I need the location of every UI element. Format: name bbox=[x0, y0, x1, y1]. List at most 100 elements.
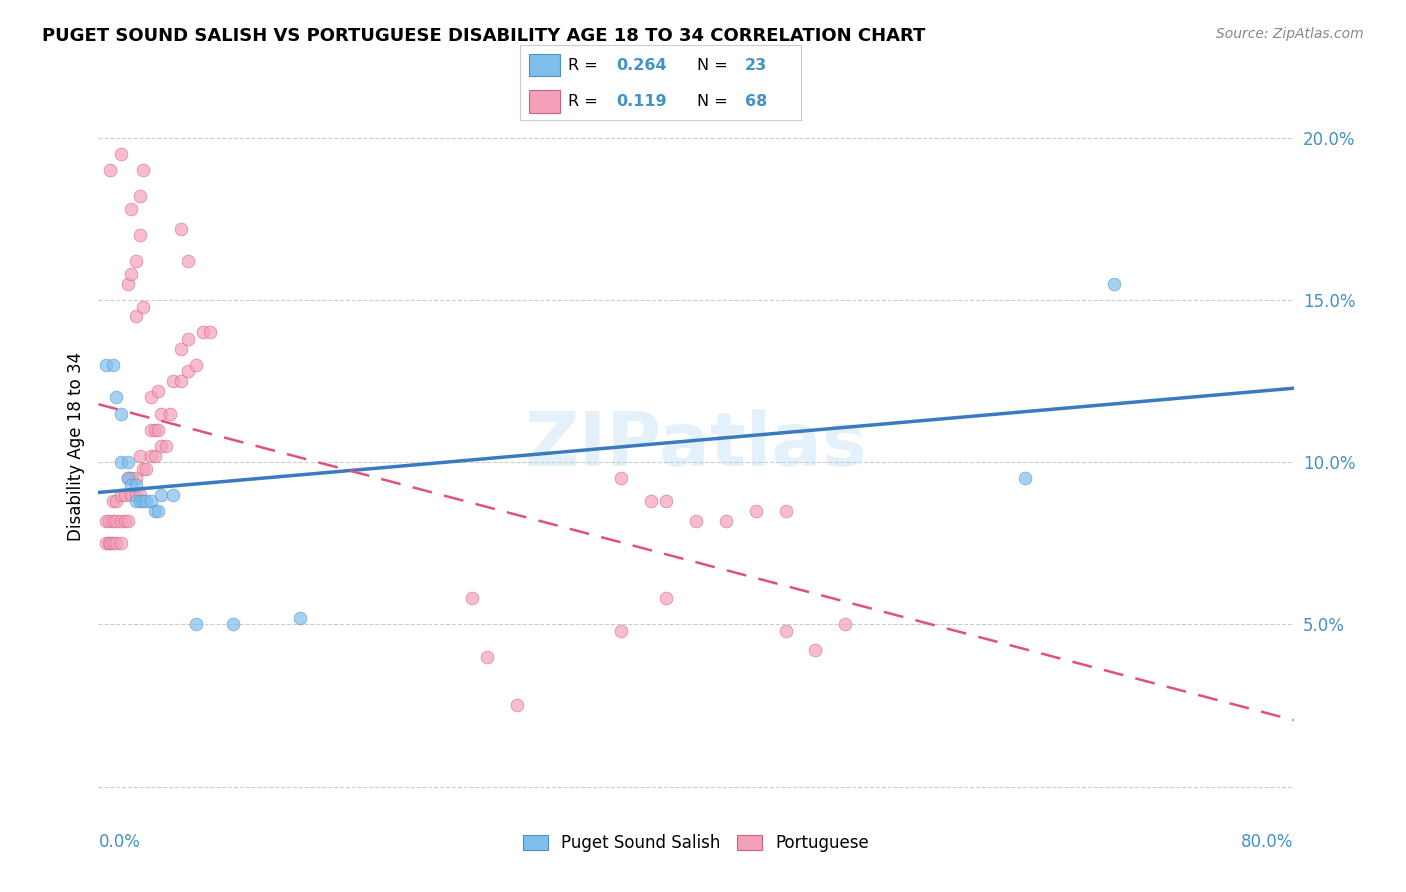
Point bbox=[655, 591, 678, 606]
Point bbox=[103, 494, 125, 508]
Point bbox=[162, 374, 184, 388]
Point bbox=[120, 478, 142, 492]
Point bbox=[110, 488, 132, 502]
Point bbox=[129, 494, 152, 508]
Point bbox=[139, 390, 162, 404]
Point bbox=[103, 536, 125, 550]
Text: R =: R = bbox=[568, 94, 603, 109]
Point bbox=[117, 277, 139, 291]
Point bbox=[135, 461, 157, 475]
Text: 68: 68 bbox=[745, 94, 768, 109]
Point bbox=[1104, 277, 1126, 291]
Text: ZIPatlas: ZIPatlas bbox=[524, 409, 868, 483]
Point bbox=[1014, 471, 1036, 485]
Text: 23: 23 bbox=[745, 58, 768, 72]
Point bbox=[200, 326, 222, 340]
Point bbox=[97, 536, 120, 550]
Point bbox=[745, 504, 768, 518]
Point bbox=[177, 332, 200, 346]
Y-axis label: Disability Age 18 to 34: Disability Age 18 to 34 bbox=[66, 351, 84, 541]
Point bbox=[714, 514, 737, 528]
Point bbox=[143, 449, 166, 463]
Point bbox=[129, 189, 152, 203]
Point bbox=[129, 228, 152, 243]
Text: 0.119: 0.119 bbox=[616, 94, 666, 109]
Point bbox=[191, 326, 214, 340]
Text: 0.0%: 0.0% bbox=[98, 833, 141, 851]
Point bbox=[150, 407, 173, 421]
Point bbox=[222, 617, 245, 632]
Text: 0.264: 0.264 bbox=[616, 58, 666, 72]
Point bbox=[610, 624, 633, 638]
Point bbox=[94, 514, 117, 528]
Point bbox=[110, 514, 132, 528]
Point bbox=[475, 649, 498, 664]
Point bbox=[98, 536, 122, 550]
Point bbox=[610, 471, 633, 485]
Point bbox=[139, 423, 162, 437]
Point bbox=[169, 374, 191, 388]
Point bbox=[94, 358, 117, 372]
Point bbox=[150, 439, 173, 453]
Point bbox=[132, 461, 155, 475]
Point bbox=[110, 407, 132, 421]
Point bbox=[132, 494, 155, 508]
Point bbox=[135, 494, 157, 508]
Text: N =: N = bbox=[697, 94, 734, 109]
Point bbox=[110, 455, 132, 469]
Text: PUGET SOUND SALISH VS PORTUGUESE DISABILITY AGE 18 TO 34 CORRELATION CHART: PUGET SOUND SALISH VS PORTUGUESE DISABIL… bbox=[42, 27, 925, 45]
Point bbox=[506, 698, 529, 713]
Point bbox=[775, 624, 797, 638]
Point bbox=[150, 488, 173, 502]
Point bbox=[184, 358, 207, 372]
Point bbox=[162, 488, 184, 502]
Point bbox=[655, 494, 678, 508]
Point bbox=[125, 478, 148, 492]
Point bbox=[129, 449, 152, 463]
Point bbox=[105, 390, 128, 404]
Point bbox=[117, 471, 139, 485]
Point bbox=[97, 514, 120, 528]
Point bbox=[125, 310, 148, 324]
Point bbox=[177, 364, 200, 378]
Point bbox=[640, 494, 662, 508]
Point bbox=[114, 488, 136, 502]
Point bbox=[103, 358, 125, 372]
Point bbox=[129, 488, 152, 502]
Point bbox=[105, 536, 128, 550]
Point bbox=[139, 449, 162, 463]
Point bbox=[155, 439, 177, 453]
Point bbox=[169, 221, 191, 235]
Point bbox=[143, 423, 166, 437]
Point bbox=[125, 254, 148, 268]
Point bbox=[114, 514, 136, 528]
Point bbox=[132, 163, 155, 178]
Point bbox=[120, 202, 142, 217]
Point bbox=[94, 536, 117, 550]
Point bbox=[125, 494, 148, 508]
Point bbox=[120, 488, 142, 502]
Point bbox=[177, 254, 200, 268]
Point bbox=[120, 471, 142, 485]
Point bbox=[103, 514, 125, 528]
Point bbox=[148, 504, 170, 518]
Legend: Puget Sound Salish, Portuguese: Puget Sound Salish, Portuguese bbox=[516, 828, 876, 859]
Point bbox=[804, 643, 827, 657]
Point bbox=[148, 384, 170, 398]
Point bbox=[834, 617, 856, 632]
Point bbox=[98, 163, 122, 178]
Point bbox=[139, 494, 162, 508]
Text: Source: ZipAtlas.com: Source: ZipAtlas.com bbox=[1216, 27, 1364, 41]
Point bbox=[159, 407, 181, 421]
Point bbox=[685, 514, 707, 528]
Point bbox=[184, 617, 207, 632]
Point bbox=[125, 471, 148, 485]
Point bbox=[461, 591, 484, 606]
Point bbox=[125, 488, 148, 502]
Point bbox=[110, 147, 132, 161]
Point bbox=[143, 504, 166, 518]
Point bbox=[105, 514, 128, 528]
Point bbox=[775, 504, 797, 518]
Point bbox=[288, 611, 311, 625]
Point bbox=[120, 267, 142, 281]
